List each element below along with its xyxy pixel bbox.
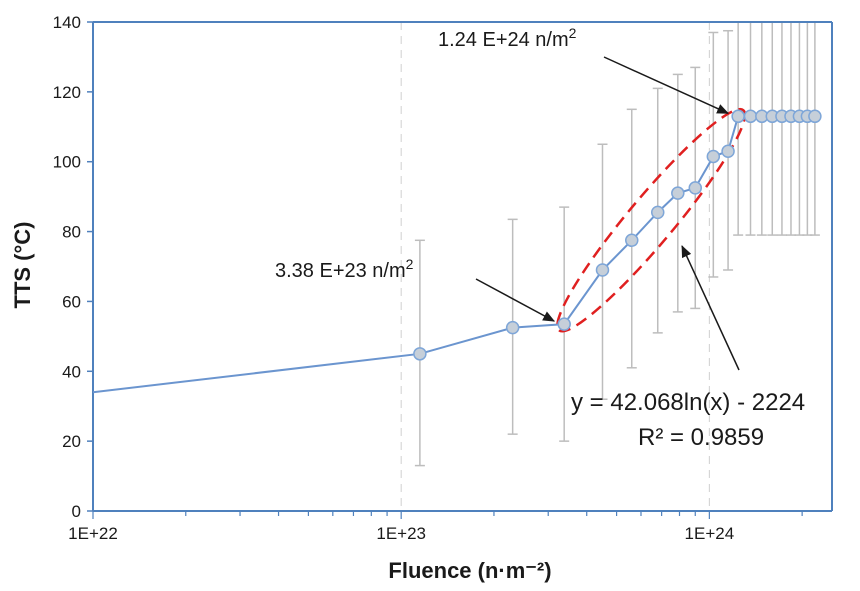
data-point <box>625 233 639 248</box>
gridlines <box>400 22 710 511</box>
annotation-low-fluence: 3.38 E+23 n/m2 <box>275 256 414 282</box>
data-point <box>706 149 721 164</box>
data-point <box>671 186 685 200</box>
y-axis-title: TTS (°C) <box>10 221 35 308</box>
arrow-low-fluence <box>475 278 556 322</box>
y-tick-label: 40 <box>62 362 81 381</box>
fit-equation: y = 42.068ln(x) - 2224 <box>571 389 805 416</box>
y-tick-label: 80 <box>62 223 81 242</box>
fit-region-ellipse <box>556 107 747 333</box>
y-tick-label: 60 <box>62 292 81 311</box>
tick-labels: 0 20 40 60 80 100 120 140 1E+22 1E+23 1E+24 <box>53 13 735 543</box>
data-point <box>721 144 735 158</box>
data-point <box>731 109 745 124</box>
data-point <box>650 205 665 220</box>
series-line <box>92 115 815 394</box>
arrow-high-fluence <box>603 56 730 114</box>
data-point <box>505 320 520 335</box>
data-point <box>743 109 758 124</box>
x-tick-label: 1E+22 <box>68 524 118 543</box>
data-point <box>595 263 610 277</box>
y-tick-label: 0 <box>72 502 81 521</box>
x-axis-title: Fluence (n·m⁻²) <box>388 558 551 583</box>
data-point <box>413 347 427 361</box>
x-tick-label: 1E+24 <box>685 524 735 543</box>
y-tick-label: 140 <box>53 13 81 32</box>
fit-highlight <box>556 107 747 333</box>
y-tick-label: 20 <box>62 432 81 451</box>
y-tick-label: 120 <box>53 83 81 102</box>
data-point <box>688 181 703 195</box>
data-markers <box>413 109 822 361</box>
annotations <box>475 56 740 371</box>
axes <box>87 21 833 519</box>
annotation-high-fluence: 1.24 E+24 n/m2 <box>438 25 577 51</box>
y-tick-label: 100 <box>53 153 81 172</box>
fit-r-squared: R² = 0.9859 <box>638 424 764 451</box>
arrow-fit <box>681 245 740 371</box>
data-point <box>557 317 571 331</box>
data-line <box>92 115 815 394</box>
data-point <box>808 109 822 124</box>
x-tick-label: 1E+23 <box>376 524 426 543</box>
